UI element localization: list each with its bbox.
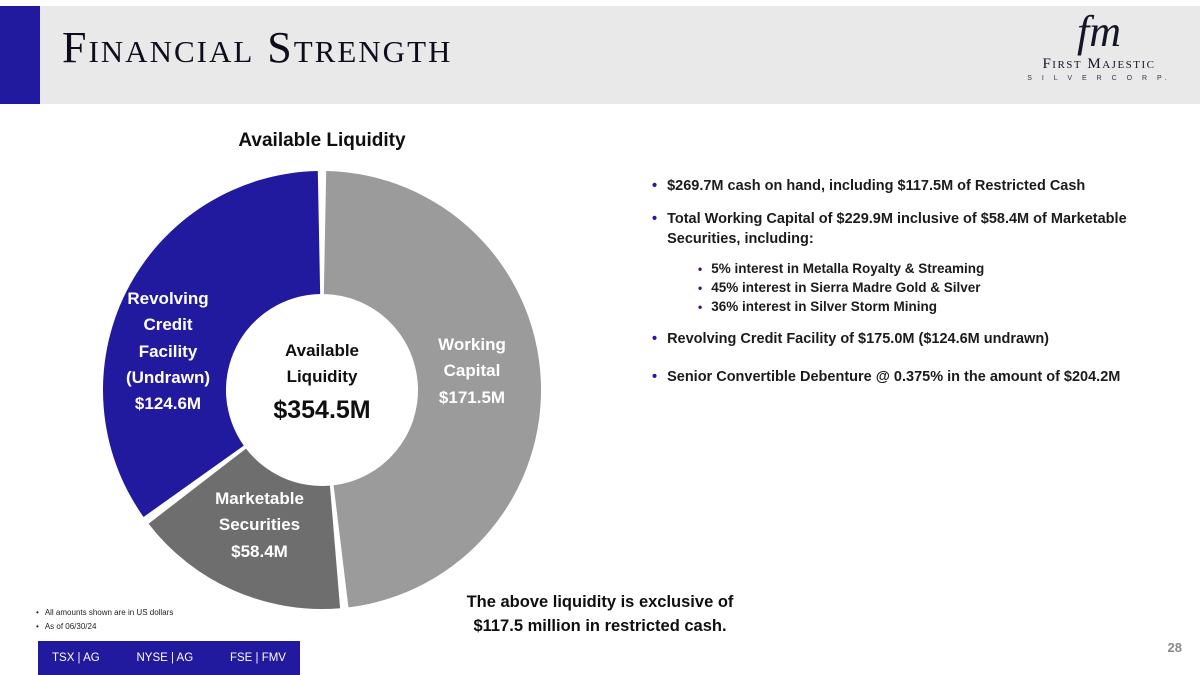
sub-list-item: 5% interest in Metalla Royalty & Streami… [698,260,1187,278]
chart-title: Available Liquidity [238,130,406,151]
footnote: All amounts shown are in US dollars [36,608,174,617]
bullet-icon [36,608,39,617]
list-item-text: Total Working Capital of $229.9M inclusi… [667,211,1127,247]
sub-list: 5% interest in Metalla Royalty & Streami… [698,260,1187,316]
donut-segment-1 [148,448,341,609]
donut-center-label: Available Liquidity $354.5M [232,338,412,425]
key-points-list: $269.7M cash on hand, including $117.5M … [652,176,1187,400]
segment-label-working-capital: Working Capital $171.5M [438,335,506,407]
logo-subtitle: S I L V E R C O R P. [1027,75,1171,82]
list-item-text: Senior Convertible Debenture @ 0.375% in… [667,369,1121,385]
footnotes: All amounts shown are in US dollars As o… [36,608,174,636]
header-accent-bar [0,6,40,104]
sub-list-item: 36% interest in Silver Storm Mining [698,298,1187,316]
footnote-text: All amounts shown are in US dollars [44,608,174,617]
list-item: Revolving Credit Facility of $175.0M ($1… [652,329,1187,349]
header-band [0,6,1200,104]
page-title: Financial Strength [62,23,453,72]
available-liquidity-chart: Revolving Credit Facility (Undrawn) $124… [92,160,552,620]
donut-center-title: Available Liquidity [284,341,360,387]
bullet-icon [698,260,702,278]
sub-list-item: 45% interest in Sierra Madre Gold & Silv… [698,279,1187,297]
footnote-text: As of 06/30/24 [44,622,97,631]
donut-segment-2 [102,171,321,517]
logo-name: First Majestic [1042,56,1156,72]
footnote: As of 06/30/24 [36,622,173,631]
donut-center-value: $354.5M [273,395,371,424]
first-majestic-logo: fm First Majestic S I L V E R C O R P. [1014,7,1184,83]
list-item: Total Working Capital of $229.9M inclusi… [652,209,1187,249]
list-item-text: Revolving Credit Facility of $175.0M ($1… [667,331,1050,347]
ticker-nyse: NYSE | AG [136,652,194,664]
segment-label-revolving-credit-facility: Revolving Credit Facility (Undrawn) $124… [125,289,211,414]
page-number: 28 [1167,640,1182,655]
list-item-text: $269.7M cash on hand, including $117.5M … [667,178,1086,194]
list-item: $269.7M cash on hand, including $117.5M … [652,176,1187,196]
ticker-tsx: TSX | AG [52,652,100,664]
liquidity-note: The above liquidity is exclusive of $117… [466,593,734,635]
bullet-icon [36,622,39,631]
bullet-icon [652,176,657,196]
sub-list-item-text: 45% interest in Sierra Madre Gold & Silv… [711,280,981,295]
list-item: Senior Convertible Debenture @ 0.375% in… [652,367,1187,387]
bullet-icon [652,367,657,387]
stock-ticker-bar: TSX | AG NYSE | AG FSE | FMV [38,641,300,675]
donut-segment-0 [323,171,542,608]
bullet-icon [652,329,657,349]
bullet-icon [698,298,702,316]
ticker-fse: FSE | FMV [229,652,286,664]
logo-monogram: fm [1077,7,1121,56]
sub-list-item-text: 36% interest in Silver Storm Mining [711,299,938,314]
list-item-group: Total Working Capital of $229.9M inclusi… [652,209,1187,316]
bullet-icon [652,209,657,249]
donut-chart-svg [102,171,542,609]
bullet-icon [698,279,702,297]
sub-list-item-text: 5% interest in Metalla Royalty & Streami… [711,261,985,276]
segment-label-marketable-securities: Marketable Securities $58.4M [215,489,304,561]
